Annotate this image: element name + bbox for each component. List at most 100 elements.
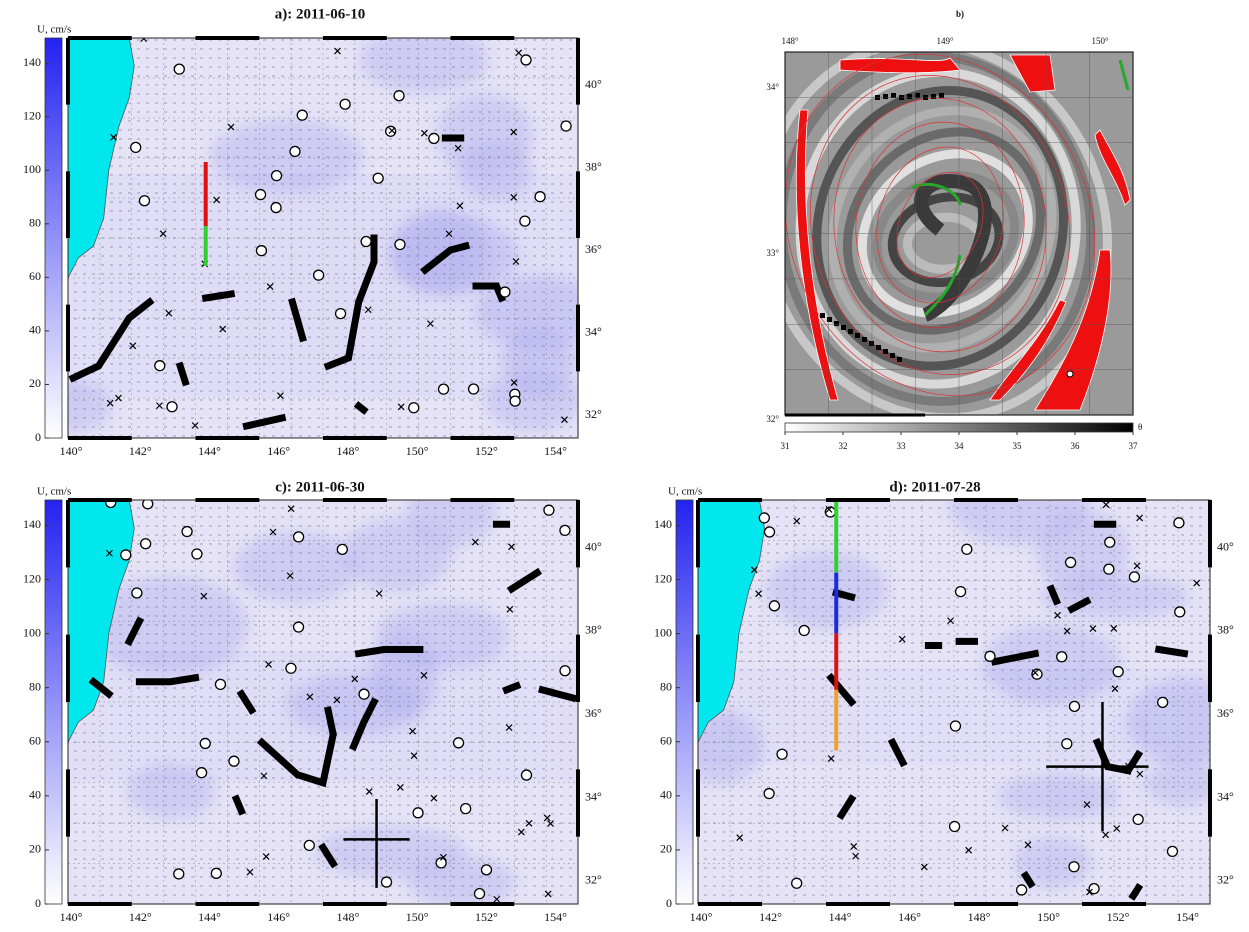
drifter-start [560,120,572,132]
colorbar-tick-label: 37 [1129,441,1139,451]
drifter-start [372,172,384,184]
drifter-end [515,49,523,57]
drifter-start [984,650,996,662]
lon-label: 148° [337,444,360,458]
colorbar-tick-label: 20 [29,376,41,390]
colorbar [784,422,1134,433]
drifter-end [106,399,114,407]
panel: d): 2011-07-28 U, cm/s 0 20 40 60 80 100 120 140 1… [654,479,1234,924]
drifter-track [836,593,851,597]
drifter-end [965,846,973,854]
drifter-end [306,693,314,701]
tracer-dot [876,345,881,350]
colorbar-tick-label: 140 [654,517,672,531]
drifter-track [323,847,333,863]
drifter-start [358,688,370,700]
lat-label: 36° [585,242,602,256]
colorbar-label: U, cm/s [37,24,71,36]
drifter-end [525,819,533,827]
drifter-start [776,748,788,760]
colorbar-tick-label: 100 [23,625,41,639]
drifter-start [270,169,283,182]
drifter-track [236,799,241,811]
drifter-track [354,702,374,746]
drifter-start [948,820,961,833]
drifter-start [1132,813,1144,826]
lat-label: 36° [1217,706,1234,720]
drifter-start [139,538,152,550]
tracer-dot [841,325,846,330]
drifter-track [247,418,283,426]
drifter-start [173,63,185,75]
drifter-end [947,617,954,625]
drifter-start [154,360,166,372]
drifter-start [519,215,531,227]
drifter-end [755,590,762,598]
red-filament [989,299,1067,401]
drifter-start [1068,700,1081,713]
red-filament [1009,54,1056,93]
drifter-start [758,512,770,524]
drifter-start [452,737,465,749]
drifter-end [510,128,518,136]
drifter-end [287,505,295,513]
drifter-start [1166,845,1179,858]
drifter-end [543,814,551,822]
lon-label: 144° [198,910,221,924]
panel: b) 148° 149° 150° 34° 33° 32° 31 32 33 34 35 36 37 θ [766,9,1142,451]
lon-label: 149° [936,36,954,46]
tracer-dot [907,94,912,99]
drifter-end [191,422,199,429]
drifter-end [156,402,163,410]
lat-label: 32° [585,407,602,421]
drifter-track [73,302,149,378]
drifter-start [285,662,297,674]
drifter-start [339,98,351,110]
drifter-end [277,392,284,400]
drifter-end [454,144,462,152]
lat-label: 38° [585,159,602,173]
drifter-start [520,54,532,66]
drifter-end [505,724,513,732]
colorbar-tick-label: 33 [897,441,907,451]
drifter-track [129,621,139,641]
drifter-end [547,820,554,828]
drifter-start [428,132,440,145]
drifter-start [254,188,267,201]
lon-label: 150° [1037,910,1060,924]
red-filament [1034,249,1112,411]
lon-label: 148° [781,36,799,46]
lon-label: 140° [60,910,83,924]
drifter-end [852,852,860,860]
tracer-dot [890,353,895,358]
drifter-start [768,600,781,612]
tracer-dot [891,93,896,98]
drifter-start [798,624,810,637]
colorbar-tick-label: 60 [29,734,41,748]
lon-label: 142° [129,444,152,458]
marker [1066,370,1074,378]
drifter-start [130,141,142,154]
drifter-start [1112,666,1124,678]
lon-label: 148° [337,910,360,924]
drifter-end [736,834,744,842]
drifter-end [517,828,525,836]
colorbar-tick-label: 40 [29,788,41,802]
drifter-end [262,853,270,861]
drifter-start [1174,606,1186,618]
drifter-start [303,839,315,852]
drifter-track [1072,601,1087,609]
green-filament [911,182,962,317]
tracer-dot [855,333,860,338]
panel: c): 2011-06-30 U, cm/s 0 20 40 60 80 100 120 140 1… [23,479,602,924]
colorbar-tick-label: 100 [654,625,672,639]
swirl-band [785,52,1112,415]
lon-label: 146° [898,910,921,924]
drifter-start [473,887,486,900]
tracer-dot [883,94,888,99]
drifter-end [286,572,294,580]
drifter-end [420,129,428,137]
lon-label: 146° [267,910,290,924]
drifter-track [139,678,195,682]
swirl-band [842,127,1045,335]
